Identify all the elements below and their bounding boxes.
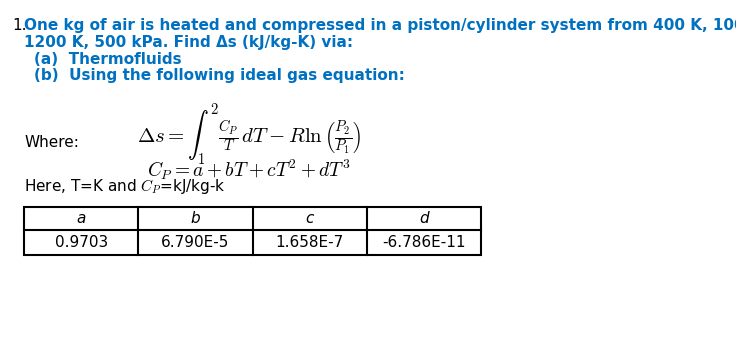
- Text: 1.: 1.: [13, 18, 26, 33]
- Text: $C_P = a + bT + cT^2 + dT^3$: $C_P = a + bT + cT^2 + dT^3$: [147, 157, 351, 182]
- Text: d: d: [419, 211, 428, 226]
- Text: Here, T=K and $C_P$=kJ/kg-k: Here, T=K and $C_P$=kJ/kg-k: [24, 177, 226, 196]
- Text: 1200 K, 500 kPa. Find Δs (kJ/kg-K) via:: 1200 K, 500 kPa. Find Δs (kJ/kg-K) via:: [24, 35, 353, 50]
- Text: One kg of air is heated and compressed in a piston/cylinder system from 400 K, 1: One kg of air is heated and compressed i…: [24, 18, 736, 33]
- Text: (b)  Using the following ideal gas equation:: (b) Using the following ideal gas equati…: [34, 68, 405, 83]
- Text: $\Delta s = \int_1^2 \frac{C_P}{T}\,dT - R\ln\left(\frac{P_2}{P_1}\right)$: $\Delta s = \int_1^2 \frac{C_P}{T}\,dT -…: [137, 102, 361, 168]
- Bar: [24, 207, 481, 255]
- Text: b: b: [191, 211, 200, 226]
- Text: (a)  Thermofluids: (a) Thermofluids: [34, 52, 182, 67]
- Text: a: a: [77, 211, 86, 226]
- Text: c: c: [305, 211, 314, 226]
- Text: Where:: Where:: [24, 135, 79, 150]
- Text: 6.790E-5: 6.790E-5: [161, 235, 230, 250]
- Text: 0.9703: 0.9703: [54, 235, 108, 250]
- Text: 1.658E-7: 1.658E-7: [275, 235, 344, 250]
- Text: -6.786E-11: -6.786E-11: [382, 235, 465, 250]
